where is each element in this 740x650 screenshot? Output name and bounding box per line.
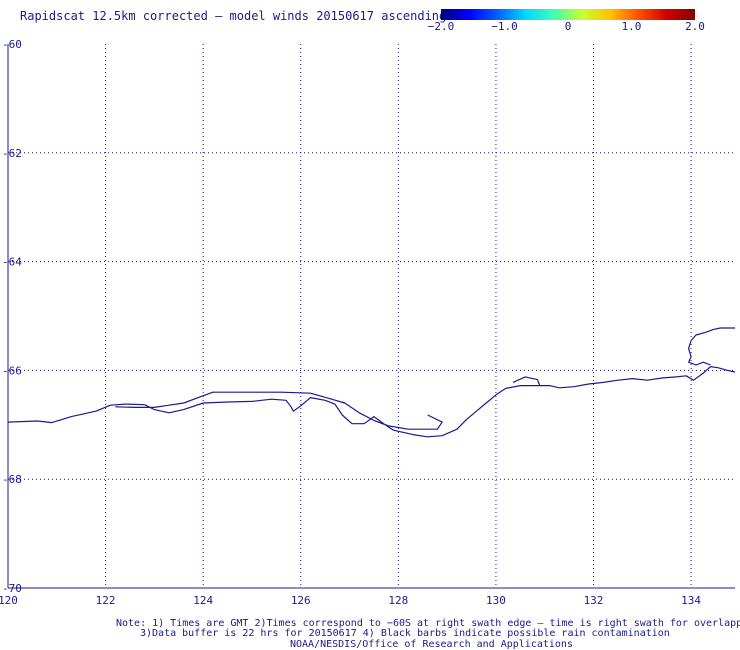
longitude-tick-label: 128 [388, 594, 408, 607]
longitude-tick-label: 122 [96, 594, 116, 607]
latitude-tick-labels: -60 -62 -64 -66 -68 -70 [2, 38, 22, 595]
coastline-ice-shelf-edge [115, 391, 443, 430]
graticule [8, 44, 735, 589]
colorbar-tick-label: −2.0 [428, 20, 455, 33]
footnote-line-1: Note: 1) Times are GMT 2)Times correspon… [116, 618, 740, 629]
latitude-tick-label: -70 [2, 582, 22, 595]
figure-title: Rapidscat 12.5km corrected — model winds… [20, 9, 446, 23]
longitude-tick-label: 126 [291, 594, 311, 607]
coastline-east [690, 327, 735, 341]
colorbar-tick-label: 0 [565, 20, 572, 33]
latitude-tick-label: -64 [2, 256, 22, 269]
footnote: Note: 1) Times are GMT 2)Times correspon… [116, 618, 740, 650]
colorbar-tick-label: 1.0 [622, 20, 642, 33]
coastline-east-hook [688, 340, 711, 366]
colorbar-ramp [441, 9, 695, 20]
latitude-tick-label: -62 [2, 147, 22, 160]
longitude-tick-label: 120 [0, 594, 18, 607]
colorbar-tick-label: 2.0 [685, 20, 705, 33]
latitude-tick-label: -68 [2, 473, 22, 486]
map-plot-area: 120 122 124 126 128 130 132 134 -60 -62 -64 -66 -68… [0, 38, 736, 607]
colorbar-tick-label: −1.0 [491, 20, 518, 33]
longitude-tick-labels: 120 122 124 126 128 130 132 134 [0, 594, 701, 607]
latitude-tick-label: -60 [2, 38, 22, 51]
footnote-line-2: 3)Data buffer is 22 hrs for 20150617 4) … [140, 628, 670, 639]
longitude-tick-label: 130 [486, 594, 506, 607]
latitude-tick-label: -66 [2, 364, 22, 377]
longitude-tick-label: 132 [584, 594, 604, 607]
coastline-inlet [512, 376, 541, 386]
longitude-tick-label: 134 [681, 594, 701, 607]
colorbar: −2.0 −1.0 0 1.0 2.0 [428, 9, 705, 33]
map-frame [7, 44, 735, 589]
coastline [7, 327, 736, 438]
footnote-line-3: NOAA/NESDIS/Office of Research and Appli… [290, 639, 573, 650]
coastline-main [7, 366, 736, 438]
longitude-tick-label: 124 [193, 594, 213, 607]
